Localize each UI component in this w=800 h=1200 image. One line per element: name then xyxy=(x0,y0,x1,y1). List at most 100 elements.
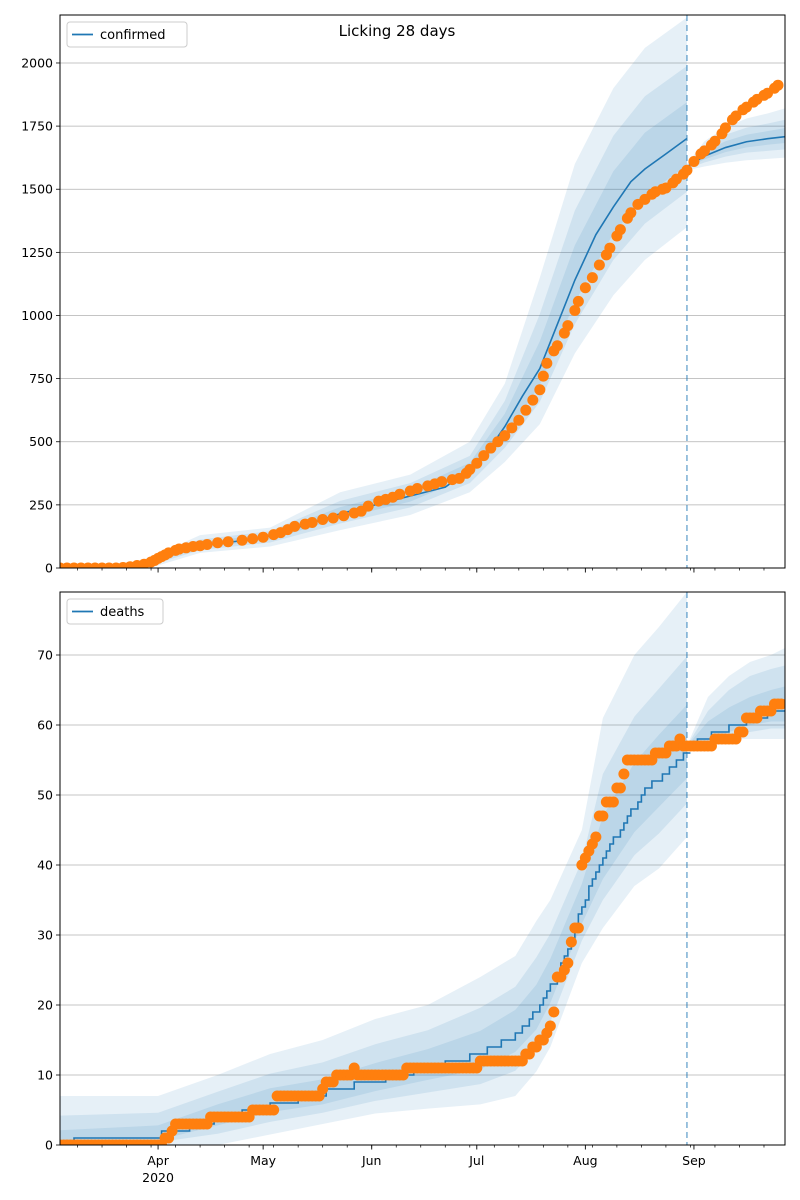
observed-point xyxy=(471,457,483,469)
fit-band-inner xyxy=(60,704,687,1145)
forecast-band-middle xyxy=(686,665,785,746)
observed-point xyxy=(534,384,546,396)
observed-point xyxy=(212,537,224,549)
legend-box xyxy=(66,598,164,625)
observed-point xyxy=(289,520,301,532)
plot-area xyxy=(60,592,785,1145)
x-tick-year-label: 2020 xyxy=(142,1170,174,1185)
observed-point xyxy=(306,517,318,529)
observed-point xyxy=(236,534,248,546)
observed-point xyxy=(436,476,448,488)
observed-point xyxy=(597,810,609,822)
forecast-band-inner xyxy=(686,686,785,746)
axes-frame xyxy=(59,591,786,1146)
fit-band-middle xyxy=(60,66,687,568)
x-tick-label: Aug xyxy=(573,1153,597,1168)
legend-box xyxy=(66,21,188,48)
chart-title: Licking 28 days xyxy=(339,22,456,40)
legend: deaths xyxy=(66,598,164,625)
observed-point xyxy=(737,726,749,738)
y-tick-label: 500 xyxy=(29,434,53,449)
observed-point xyxy=(586,272,598,284)
y-tick-label: 1250 xyxy=(21,245,53,260)
y-tick-label: 10 xyxy=(37,1068,53,1083)
observed-point xyxy=(775,698,785,710)
y-tick-label: 60 xyxy=(37,718,53,733)
x-tick-label: Sep xyxy=(682,1153,706,1168)
observed-point xyxy=(520,404,532,416)
legend-label: deaths xyxy=(100,605,145,620)
observed-point xyxy=(614,224,626,236)
observed-point xyxy=(625,207,637,219)
observed-point xyxy=(201,539,213,551)
observed-point xyxy=(362,500,374,512)
observed-point xyxy=(411,482,423,494)
fit-band-middle xyxy=(60,656,687,1145)
observed-point xyxy=(527,394,539,406)
observed-point xyxy=(394,488,406,500)
observed-point xyxy=(772,79,784,91)
observed-point xyxy=(257,531,269,543)
axes-frame xyxy=(59,14,786,569)
confirmed-axes: 0 250 500 750 1000 1250 1500 1750 2000 confirmed xyxy=(21,14,786,576)
observed-point xyxy=(572,922,584,934)
observed-point xyxy=(537,370,549,382)
observed-point xyxy=(562,957,574,969)
observed-point xyxy=(719,122,731,134)
observed-point xyxy=(478,450,490,462)
deaths-axes: 0 10 20 30 40 50 60 70 Apr 2020 May Jun Jul Aug Sep dea… xyxy=(37,591,786,1185)
observed-point xyxy=(618,768,630,780)
observed-point xyxy=(604,242,616,254)
fit-band-outer xyxy=(60,592,687,1145)
x-tick-label: May xyxy=(250,1153,276,1168)
observed-point xyxy=(548,1006,560,1018)
observed-point xyxy=(485,442,497,454)
observed-point xyxy=(247,533,259,545)
observed-point xyxy=(544,1020,556,1032)
observed-point xyxy=(590,831,602,843)
observed-point xyxy=(562,320,574,332)
observed-point xyxy=(572,295,584,307)
observed-point xyxy=(579,282,591,294)
y-tick-label: 2000 xyxy=(21,55,53,70)
forecast-band-outer xyxy=(686,108,785,171)
y-tick-label: 50 xyxy=(37,788,53,803)
y-tick-label: 1750 xyxy=(21,119,53,134)
y-tick-label: 0 xyxy=(45,1138,53,1153)
x-tick-label: Jul xyxy=(468,1153,484,1168)
x-tick-label: Apr xyxy=(147,1153,169,1168)
fit-band-outer xyxy=(60,17,687,568)
forecast-median-line xyxy=(686,710,785,747)
y-tick-label: 250 xyxy=(29,497,53,512)
y-tick-label: 1000 xyxy=(21,308,53,323)
observed-point xyxy=(688,155,700,167)
observed-point xyxy=(614,782,626,794)
plot-area xyxy=(60,15,785,568)
observed-point xyxy=(464,464,476,476)
y-tick-label: 20 xyxy=(37,998,53,1013)
observed-point xyxy=(506,422,518,434)
observed-point xyxy=(593,259,605,271)
forecast-band-inner xyxy=(686,128,785,169)
y-tick-label: 0 xyxy=(45,561,53,576)
fit-median-line xyxy=(60,752,691,1145)
observed-point xyxy=(541,357,553,369)
observed-point xyxy=(317,514,329,526)
observed-point xyxy=(709,135,721,147)
y-tick-label: 70 xyxy=(37,648,53,663)
observed-point xyxy=(327,512,339,524)
observed-point xyxy=(569,304,581,316)
observed-point xyxy=(551,340,563,352)
legend: confirmed xyxy=(66,21,188,48)
observed-point xyxy=(222,536,234,548)
observed-point xyxy=(730,110,742,122)
y-tick-label: 1500 xyxy=(21,182,53,197)
legend-label: confirmed xyxy=(100,28,166,43)
observed-point xyxy=(681,164,693,176)
observed-point xyxy=(565,936,577,948)
observed-point xyxy=(607,796,619,808)
y-tick-label: 30 xyxy=(37,928,53,943)
observed-point xyxy=(499,430,511,442)
x-tick-label: Jun xyxy=(361,1153,382,1168)
